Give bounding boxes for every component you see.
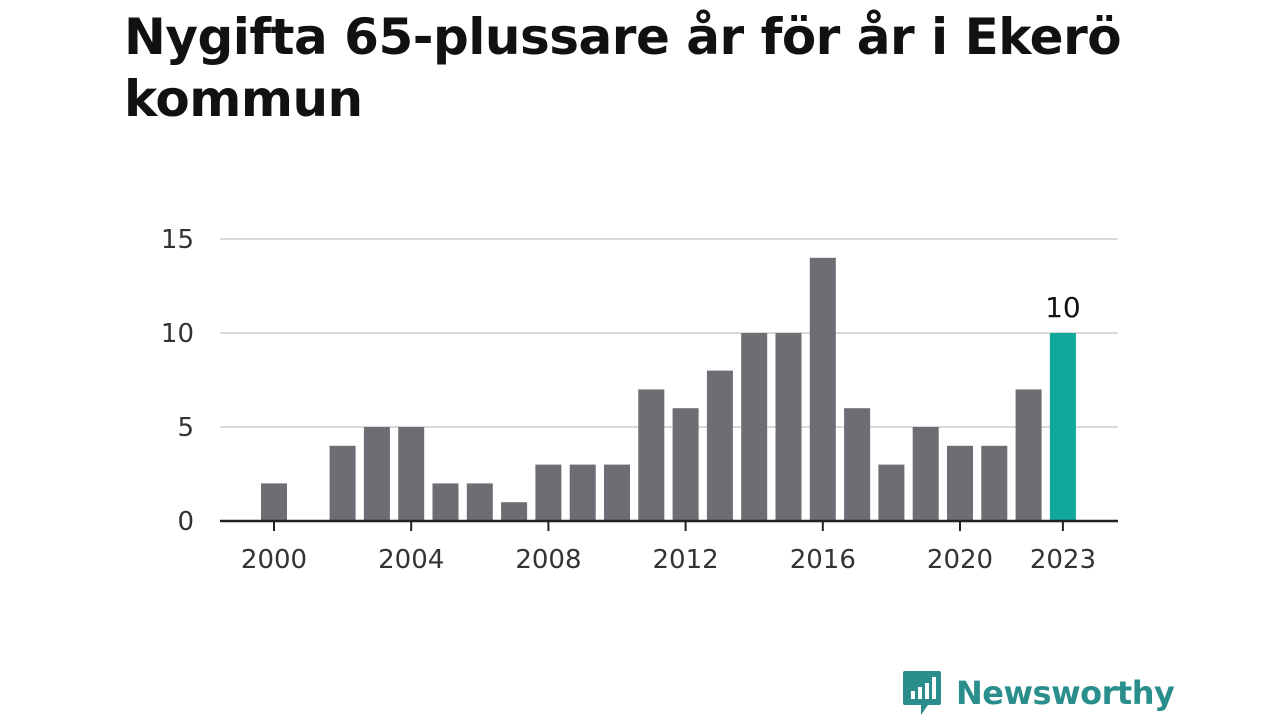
x-tick-label: 2016	[790, 545, 856, 575]
bar	[569, 464, 596, 521]
bar	[261, 483, 287, 521]
newsworthy-logo: Newsworthy	[902, 670, 1175, 716]
bar	[947, 445, 973, 521]
bar	[638, 389, 665, 521]
bar	[844, 408, 871, 521]
x-tick-label: 2020	[927, 545, 993, 575]
x-tick-label: 2000	[241, 545, 307, 575]
bar	[706, 370, 733, 521]
y-tick-label: 15	[161, 225, 194, 255]
y-tick-label: 5	[177, 413, 194, 443]
x-tick-label: 2004	[378, 545, 444, 575]
bars	[261, 257, 1076, 521]
bar	[878, 464, 905, 521]
bar-highlight	[1049, 333, 1076, 521]
bar	[501, 502, 528, 521]
gridlines	[220, 238, 1118, 428]
y-tick-label: 10	[161, 319, 194, 349]
data-label-highlight: 10	[1045, 291, 1081, 324]
bar	[329, 445, 356, 521]
bar	[1015, 389, 1042, 521]
bar	[466, 483, 493, 521]
y-tick-label: 0	[177, 507, 194, 537]
chart-title: Nygifta 65-plussare år för år i Ekerö ko…	[124, 8, 1122, 128]
x-tick-label: 2008	[515, 545, 581, 575]
bar	[398, 427, 425, 521]
bar	[741, 333, 768, 521]
newsworthy-logo-icon	[903, 671, 941, 715]
x-tick-label: 2023	[1030, 545, 1096, 575]
bar	[775, 333, 802, 521]
bar	[981, 445, 1008, 521]
bar	[535, 464, 562, 521]
bar	[809, 257, 836, 521]
bar	[604, 464, 630, 521]
x-tick-label: 2012	[653, 545, 719, 575]
axes	[220, 519, 1118, 531]
labels: 0 5 10 15 2000 2004 2008 2012 2016 2020 2023 10	[161, 225, 1096, 575]
brand-name: Newsworthy	[956, 674, 1175, 712]
bar	[363, 427, 390, 521]
bar	[432, 483, 459, 521]
bar	[912, 427, 939, 521]
bar	[672, 408, 699, 521]
